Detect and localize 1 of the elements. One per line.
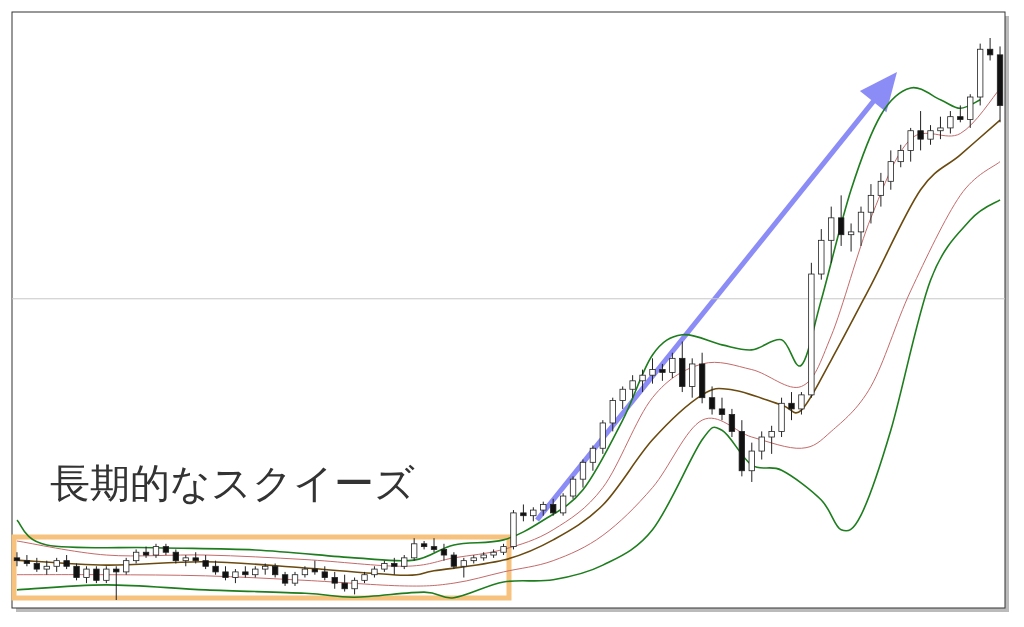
annotation: 長期的なスクイーズ [50,460,415,506]
